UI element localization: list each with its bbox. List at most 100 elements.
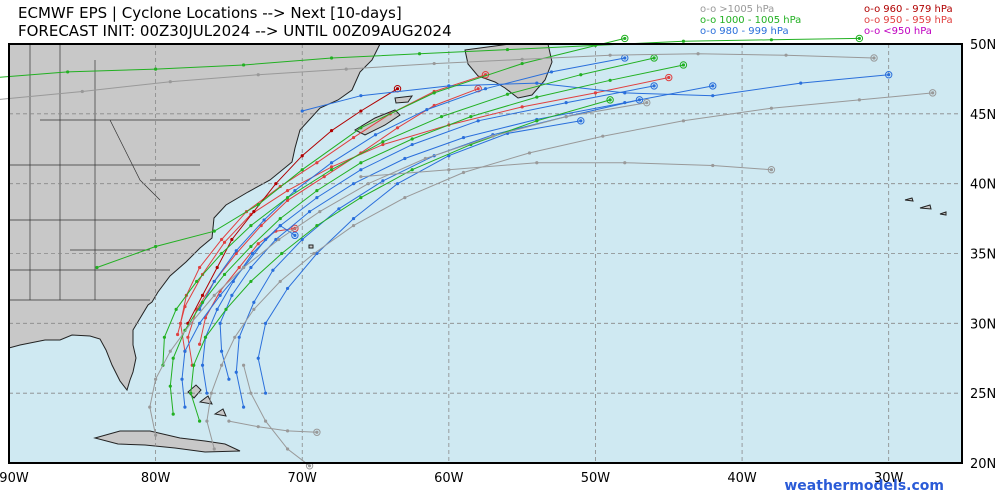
title-line-2: FORECAST INIT: 00Z30JUL2024 --> UNTIL 00… [18,22,452,40]
track-point [300,168,304,172]
track-point [230,293,234,297]
track-point [381,142,385,147]
track-point [593,91,598,95]
track-point [711,94,715,98]
cyclone-track [360,162,772,178]
track-point [461,135,466,140]
track-point [189,321,193,325]
track-point [535,81,539,85]
track-point [769,38,774,42]
track-point [200,363,205,367]
track-point [263,391,268,395]
credit-watermark: weathermodels.com [784,478,944,494]
legend-item: o-o 980 - 999 hPa [700,26,789,37]
track-point [667,75,671,80]
track-point [186,335,190,339]
track-point [234,249,238,253]
track-point [148,405,152,409]
track-point [256,425,260,429]
track-end-marker [577,117,585,125]
track-point [623,36,627,41]
track-point [645,101,649,105]
lon-tick-label: 50W [581,471,611,486]
track-point [154,433,158,437]
track-end-marker [474,84,482,93]
track-point [278,216,282,221]
track-point [95,265,99,270]
track-point [241,265,246,270]
lon-tick-label: 60W [434,471,464,486]
track-point [315,430,319,434]
track-point [227,419,231,423]
track-point [154,377,158,381]
track-point [527,151,532,155]
track-point [608,53,612,57]
track-point [351,135,356,140]
track-point [696,52,700,56]
track-point [212,293,216,297]
land-pei [394,95,414,104]
track-point [274,237,278,242]
track-point [769,106,774,110]
track-point [784,53,788,57]
track-point [461,170,466,175]
track-point [230,237,234,242]
lon-tick-label: 30W [874,471,904,486]
track-point [505,47,510,52]
cyclone-track [149,102,647,436]
track-end-marker [884,71,893,79]
track-end-marker [870,54,878,62]
track-point [203,335,208,339]
lat-lon-grid [9,44,962,463]
track-point [277,237,281,242]
track-point [249,265,253,270]
track-point [200,293,205,297]
track-end-marker [679,61,688,69]
track-end-marker [650,82,658,90]
track-point [241,63,246,67]
track-point [315,189,319,193]
track-point [315,251,319,256]
track-point [271,268,275,272]
track-point [212,229,216,233]
track-point [205,419,209,423]
cyclone-track [187,88,398,324]
track-point [218,321,222,325]
track-point [469,115,473,119]
track-point [549,70,554,74]
track-point [329,165,334,169]
track-point [263,419,268,423]
track-point [285,447,290,451]
track-point [505,92,510,96]
track-point [256,203,260,207]
track-point [168,384,172,388]
track-point [189,391,193,395]
track-point [520,105,524,109]
cyclone-track [228,420,317,433]
track-point [344,67,348,71]
legend-item: o-o >1005 hPa [700,4,775,15]
track-point [249,244,253,249]
track-point [395,87,400,91]
track-point [637,98,642,102]
track-point [224,307,228,311]
track-point [209,391,213,395]
track-point [168,80,172,84]
track-point [359,175,363,179]
track-point [769,168,774,172]
track-point [359,196,363,200]
track-point [410,142,414,147]
track-point [222,240,227,244]
track-point [329,128,334,133]
track-point [395,126,400,130]
track-point [215,265,219,270]
track-point [476,87,480,91]
track-point [381,140,385,144]
track-point [447,168,451,172]
axis-labels: 90W 80W 70W 60W 50W 40W 30W 50N 45N 40N 35N 30N 25N 2… [0,38,996,486]
track-point [174,307,178,311]
track-point [300,109,304,113]
track-point [233,335,237,339]
track-point [564,101,568,105]
